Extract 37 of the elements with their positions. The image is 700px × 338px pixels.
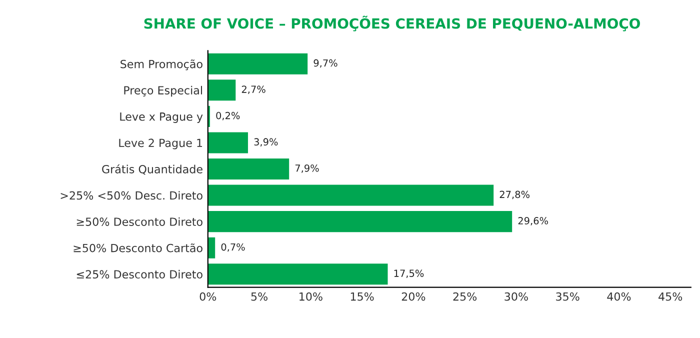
x-tick-label: 20% xyxy=(402,292,426,301)
bar xyxy=(208,211,512,232)
data-label: 0,7% xyxy=(221,243,245,252)
x-tick-label: 10% xyxy=(300,292,322,301)
data-label: 29,6% xyxy=(518,217,548,226)
bar xyxy=(208,80,236,101)
x-tick-label: 5% xyxy=(251,292,268,301)
bar xyxy=(208,264,388,285)
data-label: 27,8% xyxy=(500,190,530,200)
y-tick-label: Leve 2 Pague 1 xyxy=(119,138,202,150)
y-tick-label: Sem Promoção xyxy=(120,59,202,70)
y-tick-label: ≥50% Desconto Cartão xyxy=(74,243,202,252)
y-tick-label: ≥50% Desconto Direto xyxy=(76,217,202,226)
data-label: 9,7% xyxy=(314,59,338,68)
y-tick-label: ≤25% Desconto Direto xyxy=(76,270,202,279)
data-label: 17,5% xyxy=(394,270,424,278)
bar xyxy=(208,184,494,206)
y-tick-label: Grátis Quantidade xyxy=(102,164,202,175)
x-tick-label: 30% xyxy=(504,292,528,301)
data-label: 3,9% xyxy=(254,138,278,147)
x-tick-label: 25% xyxy=(453,292,477,301)
data-label: 0,2% xyxy=(216,112,240,120)
y-tick-label: >25% <50% Desc. Direto xyxy=(60,191,202,200)
bar xyxy=(208,237,216,258)
chart-title: SHARE OF VOICE – PROMOÇÕES CEREAIS DE PEQUENO-ALMOÇO xyxy=(144,16,640,32)
bar xyxy=(208,158,290,180)
y-tick-label: Preço Especial xyxy=(124,86,202,97)
x-tick-label: 40% xyxy=(607,292,631,301)
bar xyxy=(208,132,248,154)
x-tick-label: 35% xyxy=(556,292,580,301)
x-tick-label: 15% xyxy=(350,292,374,301)
y-tick-label: Leve x Pague y xyxy=(120,112,203,123)
x-tick-label: 45% xyxy=(658,292,682,301)
x-tick-label: 0% xyxy=(200,292,216,301)
bar xyxy=(208,53,308,74)
data-label: 2,7% xyxy=(242,86,266,94)
data-label: 7,9% xyxy=(295,164,319,173)
